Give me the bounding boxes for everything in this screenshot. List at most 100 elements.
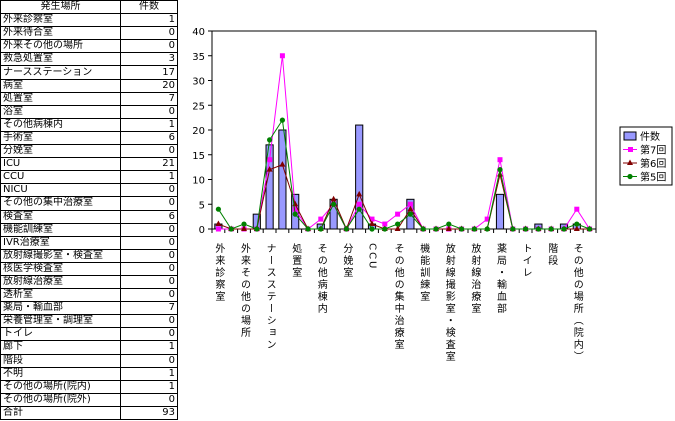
table-row: 外来その他の場所 0	[0, 39, 178, 54]
location-cell: IVR治療室	[0, 235, 121, 250]
legend-bar-swatch	[623, 131, 637, 141]
location-cell: 核医学検査室	[0, 261, 121, 276]
triangle-marker	[394, 225, 401, 231]
bar	[278, 129, 287, 230]
table-row: その他病棟内 1	[0, 117, 178, 132]
count-cell: 0	[120, 274, 178, 290]
count-cell: 0	[120, 392, 178, 407]
count-cell: 0	[120, 288, 178, 303]
circle-marker	[420, 226, 426, 232]
x-tick-label: 外来その他の場所	[239, 243, 251, 339]
table-row: 栄養管理室・調理室 0	[0, 314, 178, 329]
circle-marker	[407, 211, 413, 217]
square-marker	[369, 216, 375, 222]
x-tick-label: CCU	[367, 243, 378, 270]
table-row: 外来待合室 0	[0, 26, 178, 41]
count-cell: 0	[120, 183, 178, 198]
x-tick-label: 分娩室	[341, 243, 353, 279]
square-marker	[267, 157, 273, 163]
square-marker	[356, 201, 362, 207]
y-tick-label: 25	[192, 101, 205, 112]
legend-circle-marker	[627, 173, 633, 180]
location-cell: 放射線治療室	[0, 274, 121, 290]
count-cell: 7	[120, 301, 178, 316]
circle-marker	[471, 226, 477, 232]
count-cell: 0	[120, 248, 178, 263]
count-cell: 0	[120, 26, 178, 41]
circle-marker	[267, 137, 273, 143]
y-tick-label: 20	[192, 126, 205, 137]
x-tick-label: その他病棟内	[315, 243, 327, 315]
triangle-marker	[215, 220, 222, 227]
table-row: NICU 0	[0, 183, 178, 198]
x-tick-label: 外来診察室	[213, 243, 225, 303]
circle-marker	[587, 226, 593, 232]
count-cell: 3	[120, 52, 178, 67]
circle-marker	[228, 226, 234, 232]
location-cell: 廊下	[0, 340, 121, 355]
triangle-marker	[241, 225, 247, 231]
location-cell: 処置室	[0, 91, 121, 106]
table-row: その他の場所(院内) 1	[0, 379, 178, 394]
square-marker	[497, 157, 503, 163]
table-row: 廊下 1	[0, 340, 178, 355]
location-cell: NICU	[0, 183, 121, 198]
table-row: 手術室 6	[0, 130, 178, 146]
location-cell: ICU	[0, 157, 121, 172]
count-cell: 0	[120, 104, 178, 119]
location-cell: 合計	[0, 405, 121, 421]
circle-marker	[382, 226, 388, 232]
table-row: IVR治療室 0	[0, 235, 178, 250]
square-marker	[484, 216, 490, 222]
bar	[355, 124, 364, 230]
location-cell: 救急処置室	[0, 52, 121, 67]
legend-label: 第5回	[640, 171, 666, 184]
circle-marker	[241, 221, 247, 227]
circle-marker	[484, 226, 490, 232]
location-cell: 外来診察室	[0, 13, 121, 28]
square-marker	[292, 206, 298, 212]
y-tick-label: 35	[192, 52, 205, 63]
triangle-marker	[330, 195, 337, 202]
table-row: 不明 1	[0, 366, 178, 381]
table-row: 外来診察室 1	[0, 13, 178, 28]
circle-marker	[535, 226, 541, 232]
triangle-marker	[356, 190, 363, 197]
circle-marker	[574, 221, 580, 227]
location-cell: 薬局・輸血部	[0, 301, 121, 316]
circle-marker	[369, 226, 375, 232]
count-cell: 0	[120, 314, 178, 329]
table-row: 核医学検査室 0	[0, 261, 178, 276]
circle-marker	[395, 221, 401, 227]
count-cell: 0	[120, 144, 178, 159]
table-row: 放射線治療室 0	[0, 274, 178, 290]
count-cell: 1	[120, 117, 178, 132]
y-tick-label: 5	[199, 200, 205, 211]
location-cell: 階段	[0, 353, 121, 368]
incident-chart: 0 5 10 15 20 25 30 35 40 外来診察室 外来その他の場所 ナースステーション 処置…	[192, 27, 673, 363]
square-marker	[574, 206, 580, 212]
count-cell: 0	[120, 235, 178, 250]
circle-marker	[305, 226, 311, 232]
table-row: 浴室 0	[0, 104, 178, 119]
count-cell: 0	[120, 261, 178, 276]
count-cell: 6	[120, 130, 178, 146]
legend-label: 第7回	[640, 144, 666, 157]
triangle-marker	[266, 166, 273, 172]
table-row: 分娩室 0	[0, 144, 178, 159]
triangle-marker	[279, 161, 286, 167]
legend-label: 件数	[640, 130, 660, 143]
series-line	[218, 55, 591, 231]
location-cell: 栄養管理室・調理室	[0, 314, 121, 329]
location-cell: 外来待合室	[0, 26, 121, 41]
circle-marker	[433, 226, 439, 232]
x-tick-label: 放射線治療室	[469, 242, 481, 315]
count-cell: 件数	[120, 0, 178, 15]
table-row: 病室 20	[0, 78, 178, 93]
x-tick-label: 処置室	[290, 242, 302, 279]
square-marker	[215, 226, 221, 232]
count-cell: 20	[120, 78, 178, 93]
triangle-marker	[573, 225, 580, 231]
y-tick-label: 0	[199, 225, 205, 236]
count-cell: 1	[120, 170, 178, 185]
